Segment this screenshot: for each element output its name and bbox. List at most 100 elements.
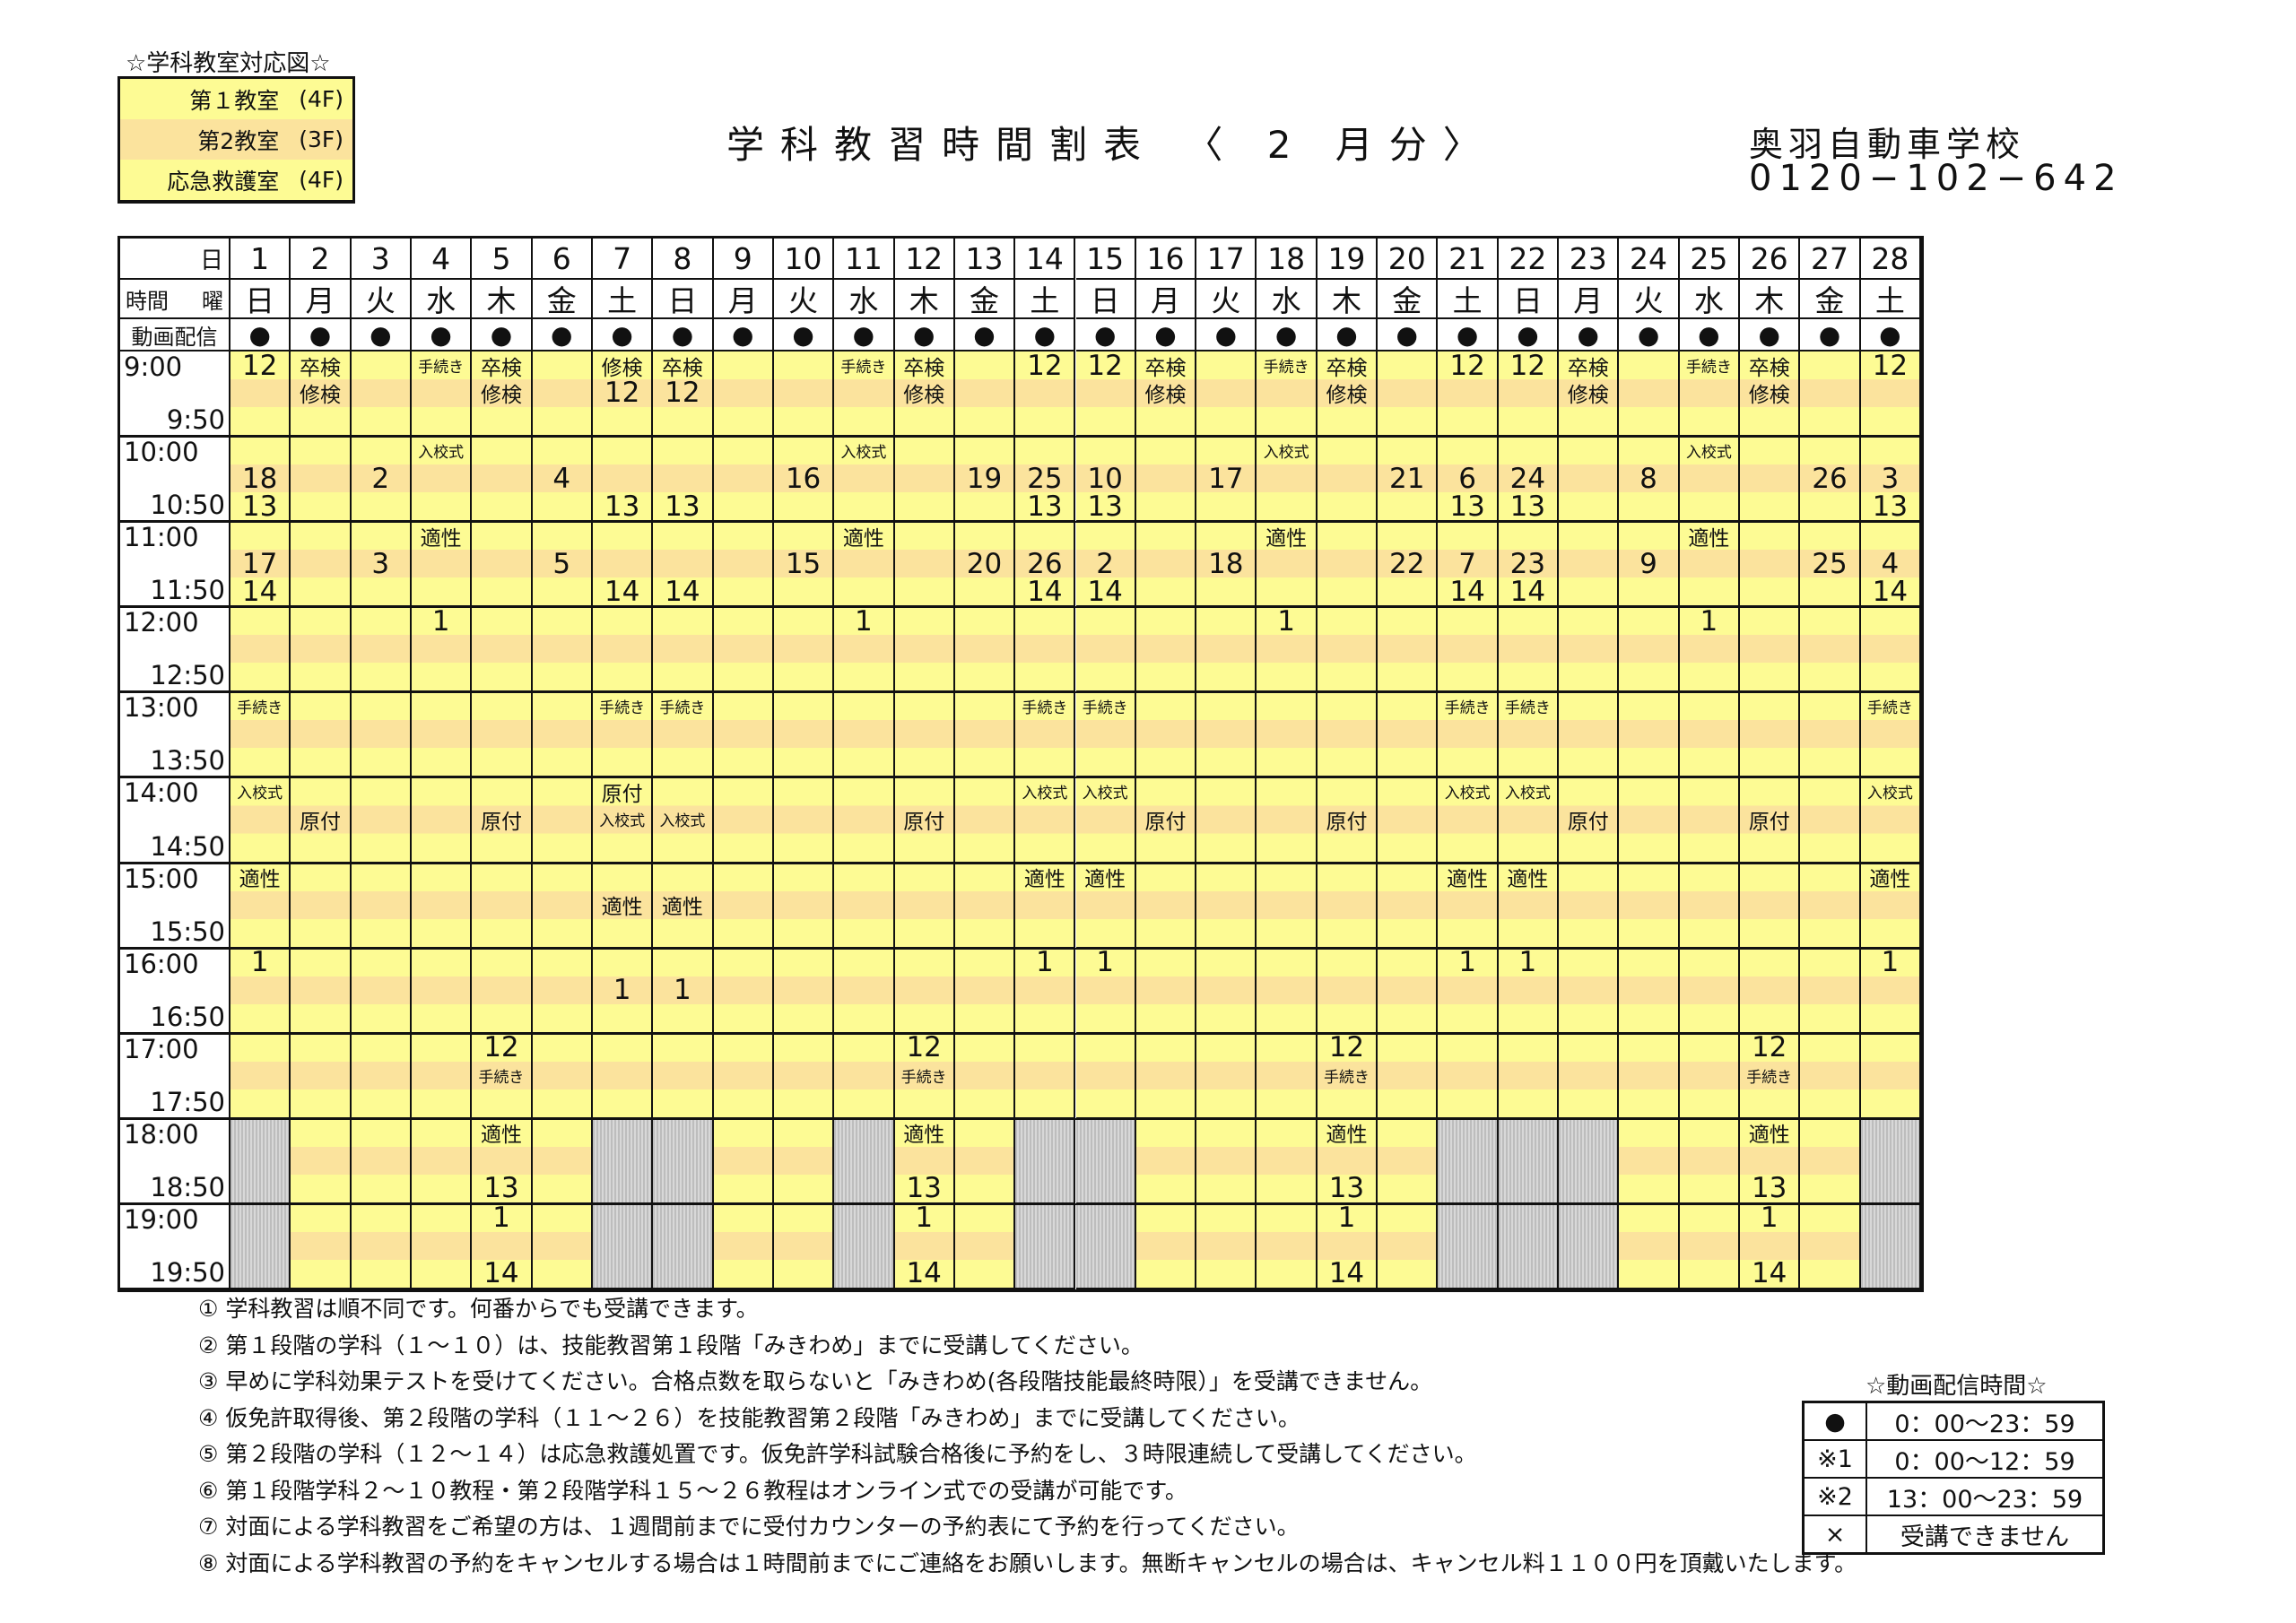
schedule-cell: 適性 xyxy=(653,863,714,949)
day-number: 26 xyxy=(1740,239,1801,280)
room-floor: (4F) xyxy=(299,167,344,193)
event-label: 手続き xyxy=(659,699,706,718)
day-number: 5 xyxy=(472,239,533,280)
lesson-number: 13 xyxy=(241,490,278,523)
lesson-number: 13 xyxy=(483,1172,519,1204)
schedule-cell xyxy=(954,948,1016,1034)
room-floor: (3F) xyxy=(299,126,344,152)
video-available-icon: ● xyxy=(1015,319,1076,352)
room-row: 第2教室 (3F) xyxy=(120,119,352,160)
video-available-icon: ● xyxy=(1257,319,1318,352)
schedule-cell xyxy=(351,1033,412,1119)
video-mark: × xyxy=(1805,1516,1867,1552)
schedule-cell: 手続き xyxy=(1498,692,1560,778)
schedule-cell: 17 14 xyxy=(230,522,291,608)
lesson-number: 3 xyxy=(1881,462,1900,495)
event-label: 原付 xyxy=(1567,810,1609,834)
schedule-cell xyxy=(1679,1118,1741,1204)
schedule-cell xyxy=(291,607,352,693)
slot-start: 13:00 xyxy=(124,692,199,724)
lesson-number: 7 xyxy=(1458,547,1476,580)
schedule-cell xyxy=(1800,352,1861,438)
schedule-cell xyxy=(1196,863,1257,949)
schedule-cell xyxy=(954,1033,1016,1119)
event-label: 適性 xyxy=(420,526,462,551)
schedule-cell: 12 手続き xyxy=(1317,1033,1378,1119)
schedule-cell xyxy=(1135,437,1197,523)
lesson-number: 13 xyxy=(1087,490,1123,523)
room-name: 第１教室 xyxy=(189,87,280,114)
day-number: 22 xyxy=(1498,239,1560,280)
schedule-cell: 12 手続き xyxy=(472,1033,533,1119)
unavailable-cell xyxy=(1075,1203,1136,1289)
schedule-cell xyxy=(1800,1033,1861,1119)
schedule-cell xyxy=(773,692,835,778)
unavailable-cell xyxy=(1559,1118,1620,1204)
lesson-number: 14 xyxy=(1449,575,1485,608)
schedule-cell xyxy=(713,607,774,693)
schedule-cell xyxy=(954,692,1016,778)
unavailable-cell xyxy=(1075,1118,1136,1204)
lesson-number: 1 xyxy=(674,974,691,1007)
event-label: 適性 xyxy=(1326,1124,1368,1148)
lesson-number: 13 xyxy=(1328,1172,1365,1204)
schedule-cell xyxy=(351,352,412,438)
schedule-cell: 原付 xyxy=(1317,777,1378,864)
lesson-number: 1 xyxy=(1337,1203,1356,1235)
slot-start: 19:00 xyxy=(124,1203,199,1235)
schedule-cell xyxy=(1860,607,1921,693)
schedule-cell xyxy=(1257,863,1318,949)
unavailable-cell xyxy=(1438,1118,1499,1204)
time-slot-label: 19:00 19:50 xyxy=(120,1203,230,1289)
schedule-cell: 入校式 xyxy=(1075,777,1136,864)
schedule-cell: 適性 xyxy=(1015,863,1076,949)
weekday: 金 xyxy=(1378,280,1439,319)
schedule-cell xyxy=(532,1203,593,1289)
video-time: 13：00～23：59 xyxy=(1886,1485,2083,1514)
schedule-cell xyxy=(773,1203,835,1289)
schedule-cell xyxy=(411,1203,473,1289)
schedule-cell: 26 xyxy=(1800,437,1861,523)
video-time: 0：00～12：59 xyxy=(1894,1447,2075,1476)
schedule-cell xyxy=(351,607,412,693)
schedule-cell: 手続き xyxy=(1257,352,1318,438)
slot-start: 18:00 xyxy=(124,1118,199,1150)
schedule-cell: 適性 xyxy=(834,522,895,608)
schedule-cell xyxy=(1679,1203,1741,1289)
lesson-number: 1 xyxy=(1700,607,1718,638)
lesson-number: 12 xyxy=(483,1033,519,1064)
schedule-cell: 卒検 修検 xyxy=(291,352,352,438)
lesson-number: 1 xyxy=(613,974,631,1007)
schedule-cell: 1 14 xyxy=(1740,1203,1801,1289)
time-slot-label: 17:00 17:50 xyxy=(120,1033,230,1119)
lesson-number: 15 xyxy=(785,547,822,580)
event-label: 適性 xyxy=(1084,868,1126,892)
slot-end: 19:50 xyxy=(150,1256,225,1288)
weekday: 月 xyxy=(1135,280,1197,319)
schedule-cell: 入校式 xyxy=(1679,437,1741,523)
time-slot-label: 18:00 18:50 xyxy=(120,1118,230,1204)
schedule-cell xyxy=(1135,692,1197,778)
event-label: 手続き xyxy=(1444,699,1491,718)
schedule-cell: 卒検 修検 xyxy=(1317,352,1378,438)
schedule-cell xyxy=(773,948,835,1034)
schedule-cell xyxy=(351,1118,412,1204)
schedule-cell xyxy=(411,863,473,949)
video-times-table: ● 0：00～23：59 ※1 0：00～12：59 ※2 13：00～23：59 ×… xyxy=(1802,1401,2105,1555)
lesson-number: 14 xyxy=(1328,1257,1365,1289)
event-label: 原付 xyxy=(903,810,945,834)
event-label: 入校式 xyxy=(418,444,465,463)
schedule-cell xyxy=(1378,692,1439,778)
schedule-cell xyxy=(713,692,774,778)
lesson-number: 17 xyxy=(241,547,278,580)
day-number: 21 xyxy=(1438,239,1499,280)
schedule-cell xyxy=(1135,948,1197,1034)
schedule-cell xyxy=(1619,777,1680,864)
lesson-number: 2 xyxy=(1096,547,1115,580)
lesson-number: 25 xyxy=(1027,462,1063,495)
event-label: 入校式 xyxy=(1444,785,1491,803)
slot-end: 14:50 xyxy=(150,830,225,862)
schedule-cell xyxy=(713,948,774,1034)
schedule-cell xyxy=(472,692,533,778)
lesson-number: 12 xyxy=(604,377,640,410)
